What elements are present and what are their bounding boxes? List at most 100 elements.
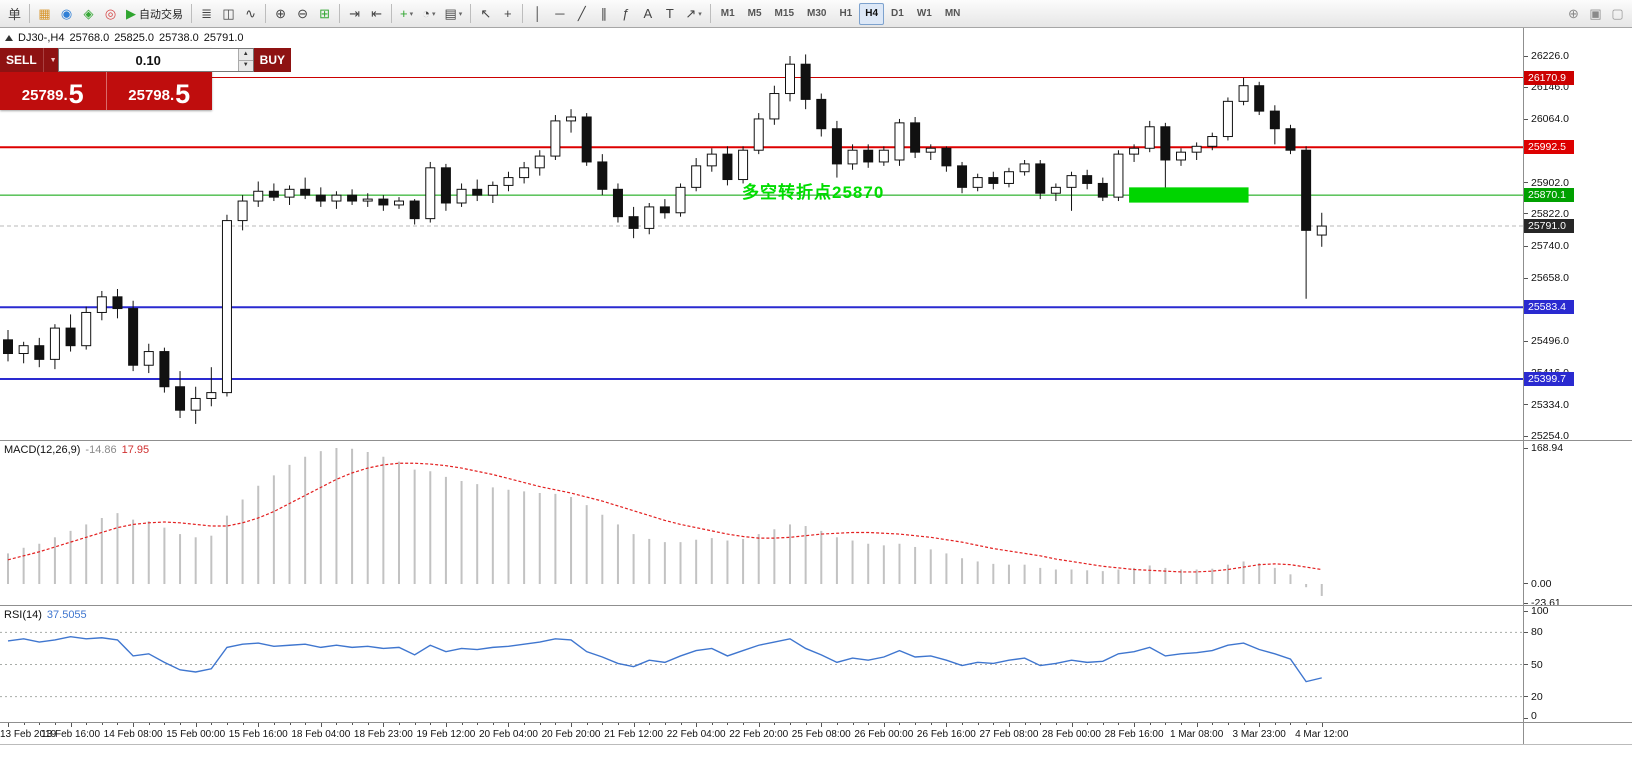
timeframe-m5-button-label: M5 (747, 8, 762, 19)
volume-increase-button[interactable]: ▲ (238, 49, 253, 61)
time-axis[interactable]: 13 Feb 2019 13 Feb 16:00 14 Feb 08:00 15 Fe… (0, 722, 1523, 744)
macd-panel[interactable]: MACD(12,26,9) -14.86 17.95 (0, 440, 1523, 605)
channel-button[interactable]: ∥ (593, 3, 614, 25)
text-button[interactable]: A (637, 3, 658, 25)
candle-body (3, 339, 13, 355)
signals-button[interactable]: ◎ (100, 3, 121, 25)
buy-button[interactable]: BUY (253, 48, 292, 72)
search-symbol-button[interactable]: ⊕ (1563, 3, 1584, 25)
candle-body (706, 153, 717, 167)
market-watch-button[interactable]: ▦ (34, 3, 55, 25)
crosshair-button[interactable]: + (497, 3, 518, 25)
toolbar-separator (29, 4, 31, 23)
price-chart-panel[interactable]: DJ30-,H4 25768.0 25825.0 25738.0 25791.0… (0, 28, 1523, 440)
timeframe-d1-button[interactable]: D1 (885, 3, 910, 25)
price-tick (1524, 213, 1528, 215)
label-button[interactable]: T (659, 3, 680, 25)
fibonacci-button[interactable]: ƒ (615, 3, 636, 25)
macd-canvas (7, 447, 1323, 596)
timeframe-m15-button[interactable]: M15 (769, 3, 800, 25)
buy-price[interactable]: 25798. 5 (107, 72, 213, 110)
new-order-button[interactable]: 单 (4, 3, 25, 25)
timeframe-h1-button[interactable]: H1 (833, 3, 858, 25)
time-major-tick (696, 723, 698, 727)
rsi-panel[interactable]: RSI(14) 37.5055 (0, 605, 1523, 722)
toolbar-separator (391, 4, 393, 23)
fibonacci-icon: ƒ (622, 6, 630, 21)
indicators-button[interactable]: + ▾ (396, 3, 417, 25)
time-major-tick (133, 723, 135, 727)
current-price-tag: 25791.0 (1524, 219, 1574, 234)
candle-body (112, 296, 123, 310)
new-chart-button[interactable]: ▣ (1585, 3, 1606, 25)
signals-icon: ◎ (104, 6, 117, 21)
zoom-out-button[interactable]: ⊖ (292, 3, 313, 25)
price-tick-label: 26226.0 (1531, 50, 1569, 62)
line-chart-icon: ∿ (245, 6, 256, 21)
timeframe-w1-button[interactable]: W1 (911, 3, 938, 25)
zoom-in-button[interactable]: ⊕ (270, 3, 291, 25)
templates-button[interactable]: ▤ ▾ (441, 3, 467, 25)
price-tick (1524, 86, 1528, 88)
candle-body (816, 98, 827, 130)
auto-scroll-button[interactable]: ⇥ (344, 3, 365, 25)
horizontal-line-button[interactable]: ─ (549, 3, 570, 25)
navigator-button[interactable]: ◉ (56, 3, 77, 25)
sell-button[interactable]: SELL (0, 48, 43, 72)
time-minor-tick (680, 723, 682, 725)
time-minor-tick (164, 723, 166, 725)
timeframe-mn-button[interactable]: MN (939, 3, 967, 25)
sell-price[interactable]: 25789. 5 (0, 72, 107, 110)
time-major-tick (508, 723, 510, 727)
price-tick (1524, 277, 1528, 279)
bar-close-value: 25791.0 (203, 32, 244, 44)
candle-body (331, 194, 342, 202)
timeframe-m30-button[interactable]: M30 (801, 3, 832, 25)
sell-options-button[interactable]: ▼ (42, 48, 58, 72)
time-axis-label: 26 Feb 16:00 (916, 729, 976, 740)
trendline-button[interactable]: ╱ (571, 3, 592, 25)
candlestick-chart-button[interactable]: ◫ (218, 3, 239, 25)
one-click-toggle-arrow-icon[interactable] (5, 35, 13, 41)
macd-axis: 168.94 0.00 -23.61 (1524, 440, 1632, 609)
volume-input[interactable] (58, 49, 238, 71)
rsi-line (7, 635, 1322, 683)
candle-body (1035, 163, 1046, 194)
candle-body (315, 194, 326, 202)
time-minor-tick (1040, 723, 1042, 725)
chart-shift-button[interactable]: ⇤ (366, 3, 387, 25)
macd-signal-line (7, 462, 1322, 573)
timeframe-h4-button[interactable]: H4 (859, 2, 885, 25)
highlight-rectangle-object[interactable] (1129, 187, 1249, 203)
bar-high-value: 25825.0 (114, 32, 154, 44)
time-minor-tick (211, 723, 213, 725)
chart-window-button[interactable]: ▢ (1607, 3, 1628, 25)
time-axis-label: 28 Feb 16:00 (1104, 729, 1164, 740)
candle-body (1222, 100, 1233, 138)
clock-icon: ◔ (422, 6, 430, 21)
price-chart-canvas[interactable] (0, 28, 1523, 440)
time-minor-tick (805, 723, 807, 725)
volume-decrease-button[interactable]: ▼ (238, 60, 253, 71)
timeframe-m5-button[interactable]: M5 (742, 3, 768, 25)
caret-down-icon: ▾ (698, 10, 702, 18)
periods-button[interactable]: ◔ ▾ (418, 3, 439, 25)
macd-tick (1524, 447, 1528, 449)
time-minor-tick (1212, 723, 1214, 725)
arrows-button[interactable]: ↗ ▾ (681, 3, 705, 25)
price-axis[interactable]: 26226.0 26146.0 26064.0 25902.0 25822.0 25740… (1524, 28, 1632, 442)
autotrading-button[interactable]: ▶ 自动交易 (122, 3, 187, 25)
terminal-button[interactable]: ◈ (78, 3, 99, 25)
time-major-tick (1196, 723, 1198, 727)
price-tick-label: 25902.0 (1531, 176, 1569, 189)
line-chart-button[interactable]: ∿ (240, 3, 261, 25)
time-minor-tick (993, 723, 995, 725)
time-minor-tick (1181, 723, 1182, 725)
tile-windows-button[interactable]: ⊞ (314, 3, 335, 25)
bar-chart-button[interactable]: ≣ (196, 3, 217, 25)
candle-body (18, 345, 29, 355)
time-axis-label: 15 Feb 16:00 (228, 729, 288, 740)
cursor-button[interactable]: ↖ (475, 3, 496, 25)
vertical-line-button[interactable]: │ (527, 3, 548, 25)
timeframe-m1-button[interactable]: M1 (715, 3, 741, 25)
